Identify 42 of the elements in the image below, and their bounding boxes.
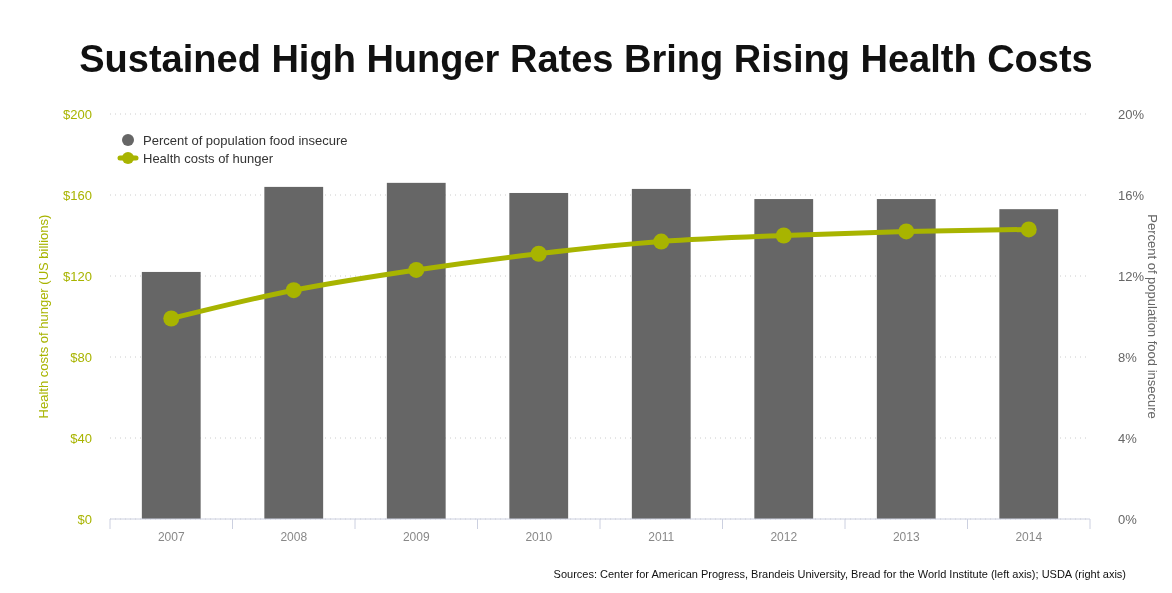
legend-label: Health costs of hunger bbox=[143, 150, 274, 166]
y2-tick-label: 20% bbox=[1118, 106, 1145, 122]
bar bbox=[999, 209, 1059, 519]
point bbox=[408, 261, 425, 278]
y-tick-label: $200 bbox=[63, 106, 92, 122]
source-note: Sources: Center for American Progress, Brandeis University, Bread for the World Institute (left axis); USDA (right axis) bbox=[553, 568, 1126, 580]
point bbox=[285, 282, 302, 299]
x-tick-label: 2014 bbox=[1015, 530, 1043, 544]
bar bbox=[141, 271, 201, 519]
bar bbox=[754, 199, 814, 519]
point bbox=[653, 233, 670, 250]
y2-tick-label: 4% bbox=[1118, 430, 1138, 446]
y2-tick-label: 12% bbox=[1118, 268, 1145, 284]
point bbox=[163, 310, 180, 327]
x-tick-label: 2010 bbox=[525, 530, 553, 544]
y-axis-title: Health costs of hunger (US billions) bbox=[36, 214, 51, 419]
chart-title: Sustained High Hunger Rates Bring Rising Health Costs bbox=[79, 38, 1093, 80]
y2-tick-label: 0% bbox=[1118, 511, 1138, 527]
point bbox=[898, 223, 915, 240]
y-tick-label: $0 bbox=[77, 511, 92, 527]
x-tick-label: 2013 bbox=[892, 530, 920, 544]
x-tick-label: 2009 bbox=[402, 530, 430, 544]
bar bbox=[876, 199, 936, 519]
x-tick-label: 2012 bbox=[770, 530, 798, 544]
y-tick-label: $160 bbox=[63, 187, 92, 203]
y-tick-label: $120 bbox=[63, 268, 92, 284]
legend-label: Percent of population food insecure bbox=[143, 132, 348, 148]
y-tick-label: $80 bbox=[70, 349, 92, 365]
y-tick-label: $40 bbox=[70, 430, 92, 446]
bar bbox=[631, 188, 691, 519]
point bbox=[775, 227, 792, 244]
bar bbox=[509, 192, 569, 519]
point bbox=[530, 245, 547, 262]
y2-axis-title: Percent of population food insecure bbox=[1145, 214, 1160, 419]
bar bbox=[264, 186, 324, 519]
bar bbox=[386, 182, 446, 519]
y2-tick-label: 8% bbox=[1118, 349, 1138, 365]
y2-tick-label: 16% bbox=[1118, 187, 1145, 203]
point bbox=[1020, 221, 1037, 238]
x-tick-label: 2008 bbox=[280, 530, 308, 544]
x-tick-label: 2007 bbox=[157, 530, 185, 544]
x-tick-label: 2011 bbox=[648, 530, 675, 544]
